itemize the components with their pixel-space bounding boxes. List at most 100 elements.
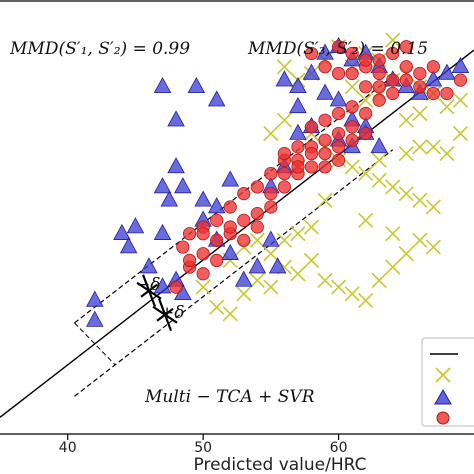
- triangle-point: [174, 177, 192, 194]
- cross-point: [425, 239, 441, 255]
- circle-point: [331, 40, 346, 54]
- cross-point: [412, 105, 428, 122]
- cross-point: [371, 172, 387, 188]
- circle-point: [426, 60, 440, 74]
- triangle-point: [424, 70, 443, 87]
- cross-point: [290, 226, 306, 242]
- circle-point: [359, 53, 373, 67]
- circle-point: [331, 140, 346, 154]
- circle-point: [237, 187, 251, 201]
- cross-point: [317, 192, 333, 208]
- cross-point: [344, 79, 360, 95]
- cross-point: [452, 92, 469, 108]
- triangle-point: [153, 277, 172, 294]
- circle-point: [345, 133, 359, 147]
- triangle-point: [289, 76, 307, 94]
- triangle-point: [302, 63, 321, 80]
- circle-point: [183, 227, 197, 241]
- cross-point: [290, 266, 306, 282]
- cross-point: [303, 252, 320, 268]
- cross-point: [412, 139, 428, 155]
- delta-mark-upper: [136, 274, 162, 308]
- annotation-minus-delta: −δ: [136, 275, 160, 295]
- triangle-point: [126, 217, 145, 234]
- cross-point: [358, 92, 374, 108]
- circle-point: [318, 160, 332, 174]
- circle-point: [183, 253, 197, 267]
- triangle-point: [187, 76, 206, 94]
- circle-point: [250, 207, 264, 221]
- circle-point: [318, 133, 332, 147]
- triangle-point: [86, 290, 104, 307]
- cross-point: [439, 146, 455, 162]
- triangle-point: [160, 190, 179, 207]
- cross-point: [209, 299, 225, 315]
- x-tick-label: 40: [59, 440, 77, 456]
- delta-indicator: [136, 274, 178, 332]
- circle-point: [318, 146, 332, 161]
- triangle-point: [153, 76, 172, 94]
- cross-point: [358, 212, 374, 228]
- circle-point: [196, 247, 210, 261]
- cross-point: [452, 125, 469, 142]
- circle-point: [196, 227, 210, 241]
- cross-point: [398, 246, 414, 262]
- cross-point: [276, 112, 292, 128]
- cross-point: [371, 272, 387, 288]
- cross-point: [412, 192, 428, 208]
- triangle-point: [316, 43, 334, 60]
- delta-mark-lower: [152, 298, 178, 332]
- circle-point: [291, 160, 305, 174]
- circle-point: [399, 60, 413, 74]
- cross-point: [263, 279, 279, 295]
- triangle-point: [86, 310, 104, 327]
- cross-point: [398, 112, 414, 128]
- circle-point: [359, 126, 373, 141]
- triangle-point: [167, 157, 185, 174]
- triangle-point: [289, 123, 307, 140]
- circle-point: [210, 213, 224, 227]
- circle-point: [426, 86, 440, 101]
- cross-point: [303, 219, 320, 235]
- circle-point: [399, 40, 413, 54]
- cross-point: [398, 186, 414, 202]
- circle-point: [277, 167, 291, 181]
- circle-point: [372, 66, 386, 81]
- band-lower-line: [74, 149, 394, 397]
- triangle-point: [234, 270, 253, 287]
- cross-point: [331, 279, 347, 295]
- cross-point: [385, 32, 401, 48]
- circle-point: [237, 213, 251, 227]
- cross-point: [344, 159, 360, 175]
- series-circle-markers: [169, 40, 468, 294]
- annotation-mmd-right: MMD(S′₃, S′₂) = 0.15: [247, 39, 428, 59]
- circle-point: [304, 120, 319, 134]
- circle-point: [277, 180, 291, 194]
- circle-point: [264, 167, 278, 181]
- circle-point: [223, 220, 237, 234]
- legend-box: [421, 337, 474, 427]
- triangle-point: [329, 90, 348, 107]
- circle-point: [331, 153, 346, 167]
- cross-point: [398, 146, 414, 162]
- cross-point: [276, 232, 292, 248]
- cross-point: [358, 166, 374, 182]
- triangle-point: [153, 223, 172, 240]
- circle-point: [372, 93, 386, 107]
- triangle-point: [262, 230, 280, 247]
- cross-point: [358, 292, 374, 309]
- cross-point: [249, 272, 265, 288]
- circle-point: [304, 46, 319, 61]
- annotation-mmd-left: MMD(S′₁, S′₂) = 0.99: [9, 39, 190, 59]
- circle-point: [176, 240, 190, 254]
- cross-point: [276, 59, 292, 75]
- cross-point: [439, 99, 455, 115]
- circle-point: [318, 60, 332, 74]
- triangle-point: [268, 257, 287, 274]
- cross-point: [385, 259, 401, 275]
- circle-point: [345, 66, 359, 81]
- legend-circle-swatch: [436, 411, 450, 425]
- circle-point: [331, 66, 346, 81]
- circle-point: [196, 267, 210, 281]
